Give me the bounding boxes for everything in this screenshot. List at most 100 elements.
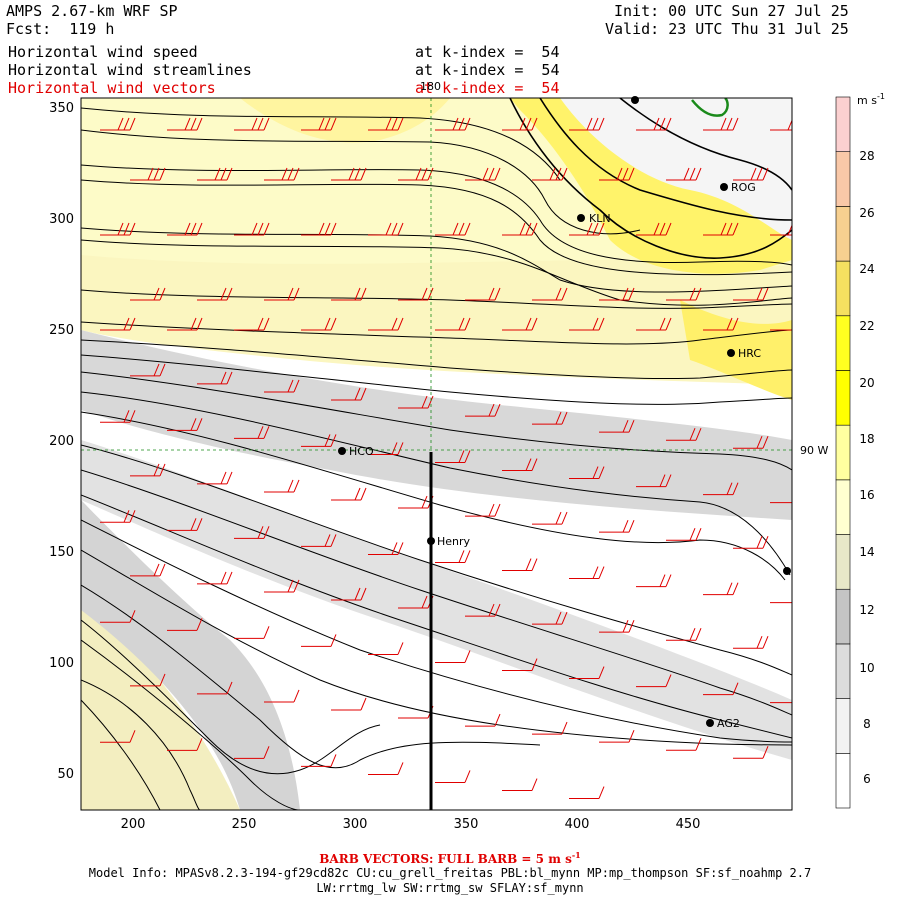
field-level-speed: at k-index = 54 bbox=[415, 43, 560, 61]
model-title: AMPS 2.67-km WRF SP bbox=[6, 2, 178, 20]
station-dot-rog bbox=[720, 183, 728, 191]
wind-barb bbox=[770, 119, 792, 131]
wind-barb bbox=[465, 167, 501, 181]
wind-barb bbox=[569, 566, 605, 580]
wind-barb bbox=[130, 673, 166, 687]
init-time: Init: 00 UTC Sun 27 Jul 25 bbox=[614, 2, 849, 20]
x-tick-label: 300 bbox=[343, 817, 368, 832]
wind-barb bbox=[666, 428, 702, 441]
wind-barb bbox=[666, 528, 702, 541]
station-markers bbox=[338, 96, 791, 727]
wind-barb bbox=[532, 511, 568, 525]
colorbar-swatch bbox=[835, 315, 851, 371]
colorbar-units: m s-1 bbox=[857, 92, 885, 107]
wind-barb bbox=[666, 167, 702, 181]
wind-barb bbox=[666, 287, 702, 301]
wind-barb bbox=[130, 287, 166, 301]
station-label-henry: Henry bbox=[437, 535, 471, 548]
wind-barb bbox=[502, 458, 538, 472]
x-axis-ticks: 200 250 300 350 400 450 bbox=[121, 817, 701, 832]
valid-time: Valid: 23 UTC Thu 31 Jul 25 bbox=[605, 20, 849, 38]
station-dot-henry bbox=[427, 537, 435, 545]
wind-barb bbox=[666, 628, 702, 641]
wind-barb bbox=[666, 738, 702, 751]
wind-barb bbox=[264, 579, 300, 593]
plot-frame bbox=[80, 97, 793, 811]
wind-barb bbox=[532, 721, 568, 735]
y-tick-label: 350 bbox=[49, 101, 74, 116]
wind-barb bbox=[100, 410, 136, 423]
x-tick-label: 400 bbox=[565, 817, 590, 832]
wind-barb bbox=[167, 618, 203, 631]
field-label-vectors: Horizontal wind vectors bbox=[8, 79, 216, 97]
wind-barb bbox=[197, 571, 233, 585]
colorbar-label: 12 bbox=[859, 603, 874, 617]
wind-barb bbox=[532, 287, 568, 301]
colorbar-swatch bbox=[835, 96, 851, 152]
wind-barb bbox=[264, 479, 300, 493]
wind-barb bbox=[703, 482, 739, 496]
wind-barb bbox=[703, 317, 739, 331]
colorbar-label: 24 bbox=[859, 262, 874, 276]
station-label-ag2: AG2 bbox=[717, 717, 740, 730]
colorbar-label: 18 bbox=[859, 432, 874, 446]
wind-barb bbox=[100, 317, 136, 331]
colorbar-swatch bbox=[835, 260, 851, 317]
wind-barb bbox=[733, 436, 769, 449]
x-tick-label: 450 bbox=[676, 817, 701, 832]
wind-barb bbox=[532, 167, 568, 181]
wind-barb bbox=[733, 287, 769, 301]
wind-barb bbox=[636, 474, 672, 488]
colorbar-swatch bbox=[835, 588, 851, 645]
wind-barb bbox=[167, 317, 203, 331]
wind-barb bbox=[703, 582, 739, 596]
y-tick-label: 300 bbox=[49, 212, 74, 227]
wind-barb bbox=[465, 403, 501, 417]
wind-barb bbox=[301, 222, 337, 236]
wind-barb bbox=[502, 658, 538, 672]
wind-barb bbox=[599, 167, 635, 181]
wind-barb bbox=[569, 666, 605, 680]
y-axis-ticks: 50 100 150 200 250 300 350 bbox=[49, 101, 74, 782]
longitude-90w-label: 90 W bbox=[800, 444, 828, 457]
model-info: Model Info: MPASv8.2.3-194-gf29cd82c CU:… bbox=[88, 866, 812, 880]
coastline-contours bbox=[509, 98, 792, 259]
station-dot-hco bbox=[338, 447, 346, 455]
wind-barb bbox=[435, 450, 471, 463]
wind-barb bbox=[368, 442, 404, 455]
station-dot-kln bbox=[577, 214, 585, 222]
wind-barb bbox=[301, 534, 337, 547]
wind-barb bbox=[167, 418, 203, 431]
wind-barb bbox=[599, 287, 635, 301]
wind-barb bbox=[703, 117, 739, 131]
wind-barb bbox=[167, 738, 203, 751]
wind-barb bbox=[100, 117, 136, 131]
wind-barb bbox=[435, 317, 471, 331]
wind-barb bbox=[465, 713, 501, 727]
shading-gray-wide bbox=[81, 440, 792, 760]
wind-barb bbox=[368, 222, 404, 236]
colorbar-labels: 6 8 10 12 14 16 18 20 22 24 26 28 bbox=[859, 149, 874, 786]
wind-barb bbox=[264, 287, 300, 301]
wind-barb bbox=[368, 317, 404, 331]
shading-gray-south bbox=[81, 500, 300, 810]
wind-barb bbox=[100, 610, 136, 623]
wind-barb bbox=[368, 762, 404, 775]
shading-gray-band bbox=[81, 330, 792, 520]
streamlines bbox=[81, 107, 792, 810]
shading-yellow-hrc bbox=[680, 300, 792, 400]
wind-barb bbox=[770, 502, 792, 504]
wind-barb bbox=[234, 317, 270, 331]
green-contour bbox=[691, 98, 729, 117]
wind-barb bbox=[435, 117, 471, 131]
wind-barb bbox=[234, 117, 270, 131]
meridian-180-label: 180 bbox=[420, 80, 441, 93]
wind-barb bbox=[502, 317, 538, 331]
wind-barb bbox=[331, 387, 367, 401]
station-label-kln: KLN bbox=[589, 212, 611, 225]
wind-barb bbox=[502, 222, 538, 236]
station-dot-hrc bbox=[727, 349, 735, 357]
wind-barb bbox=[770, 602, 792, 604]
wind-barb bbox=[532, 611, 568, 625]
